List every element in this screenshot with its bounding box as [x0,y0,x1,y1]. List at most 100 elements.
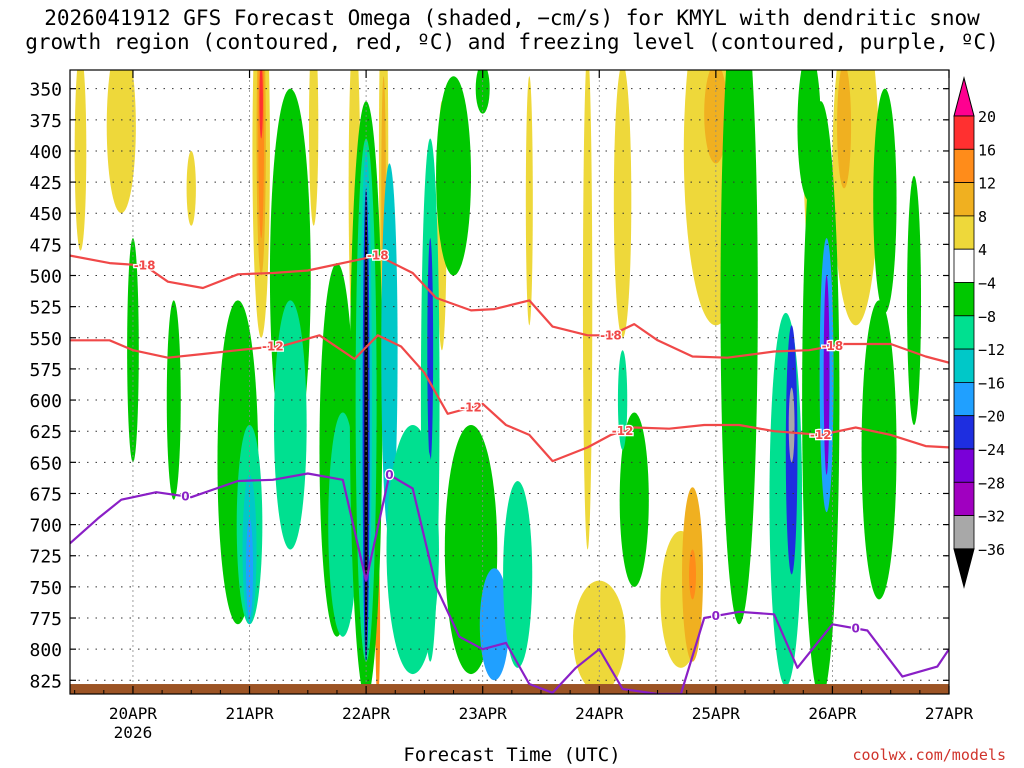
omega-cell [619,412,649,587]
x-year-label: 2026 [114,723,153,742]
omega-cell [274,300,307,550]
x-tick-label: 22APR [342,704,391,723]
colorbar-label: −4 [978,275,996,293]
y-tick-label: 400 [29,142,62,163]
colorbar-label: −12 [978,341,1005,359]
x-tick-label: 24APR [575,704,624,723]
y-tick-label: 625 [29,422,62,443]
omega-cell [436,76,472,276]
grid-lines [70,70,949,694]
colorbar-swatch [953,148,975,184]
omega-cell [720,70,758,625]
contour-label: -18 [600,328,622,342]
title-line-1: 2026041912 GFS Forecast Omega (shaded, −… [44,6,980,30]
omega-cell [381,163,398,538]
colorbar-label: −8 [978,308,996,326]
omega-cell [907,175,922,425]
colorbar-label: −32 [978,508,1005,526]
contour-label: 0 [181,489,189,503]
contour-label: -18 [367,249,389,263]
omega-cell [582,70,593,550]
contour--18c-isotherm [70,254,949,364]
contour-label: -12 [810,428,832,442]
x-tick-label: 26APR [808,704,857,723]
y-axis: 350 375 400 425 450 475 500 525 550 575 600 625 650 6… [29,80,949,692]
y-tick-label: 675 [29,484,62,505]
x-axis-label: Forecast Time (UTC) [403,744,621,766]
y-tick-label: 725 [29,547,62,568]
x-tick-label: 23APR [459,704,508,723]
colorbar-label: 12 [978,175,996,193]
y-tick-label: 775 [29,609,62,630]
y-tick-label: 525 [29,298,62,319]
colorbar-swatch [953,348,975,383]
colorbar-label: −28 [978,474,1005,492]
colorbar-swatch [953,248,975,283]
x-tick-label: 27APR [925,704,974,723]
omega-cell [797,70,821,201]
colorbar-label: 4 [978,241,987,259]
y-tick-label: 600 [29,391,62,412]
y-tick-label: 375 [29,111,62,132]
contour-label: 0 [385,468,393,482]
contour-label: 0 [712,609,720,623]
ground-terrain [70,684,949,694]
colorbar-swatch [953,315,975,350]
y-tick-label: 750 [29,578,62,599]
x-tick-label: 20APR [109,704,158,723]
colorbar-top-arrow [953,76,975,117]
y-tick-label: 475 [29,235,62,256]
omega-cell [525,76,533,326]
contour-label: -12 [262,340,284,354]
colorbar-bottom-arrow [953,548,975,589]
colorbar-label: 20 [978,108,996,126]
contour-0c-freezing-level [70,472,949,694]
colorbar-swatch [953,182,975,217]
omega-cell [386,424,439,675]
y-tick-label: 800 [29,640,62,661]
omega-cell [769,312,803,687]
y-tick-label: 575 [29,360,62,381]
colorbar-label: 16 [978,141,996,159]
colorbar-label: −24 [978,441,1005,459]
omega-cell [479,568,509,681]
x-tick-label: 21APR [225,704,274,723]
y-tick-label: 825 [29,671,62,692]
source-credit: coolwx.com/models [852,746,1006,764]
contour--12c-isotherm [70,334,949,463]
omega-cell [427,238,434,463]
colorbar-swatch [953,115,975,150]
chart-title: 2026041912 GFS Forecast Omega (shaded, −… [0,6,1024,54]
plot-frame [69,69,950,695]
y-tick-label: 350 [29,80,62,101]
colorbar-label: −16 [978,374,1005,392]
omega-cell [503,481,533,668]
colorbar-swatch [953,481,975,516]
y-tick-label: 550 [29,329,62,350]
omega-cell [613,70,632,338]
omega-cell [166,300,181,500]
y-tick-label: 450 [29,204,62,225]
x-tick-label: 25APR [692,704,741,723]
colorbar-swatch [953,515,975,550]
colorbar-label: −36 [978,541,1005,559]
title-line-2: growth region (contoured, red, ºC) and f… [25,30,999,54]
colorbar-swatch [953,381,975,417]
omega-cell [689,549,697,600]
omega-cell [788,387,795,463]
colorbar: 20 16 12 8 4 −4 −8 −12 −16 −20 −24 −28 −32 −36 [953,76,1005,589]
omega-cell [837,70,852,189]
y-tick-label: 650 [29,453,62,474]
omega-shading [74,70,922,694]
contour-label: -12 [612,424,634,438]
colorbar-swatch [953,448,975,483]
contour-lines: -18 -18 -18 -18 -12 -12 -12 -12 0 0 0 0 [70,247,949,694]
colorbar-swatch [953,282,975,317]
colorbar-label: −20 [978,408,1005,426]
y-tick-label: 700 [29,516,62,537]
omega-cell [74,70,87,251]
colorbar-swatch [953,415,975,450]
colorbar-label: 8 [978,208,987,226]
